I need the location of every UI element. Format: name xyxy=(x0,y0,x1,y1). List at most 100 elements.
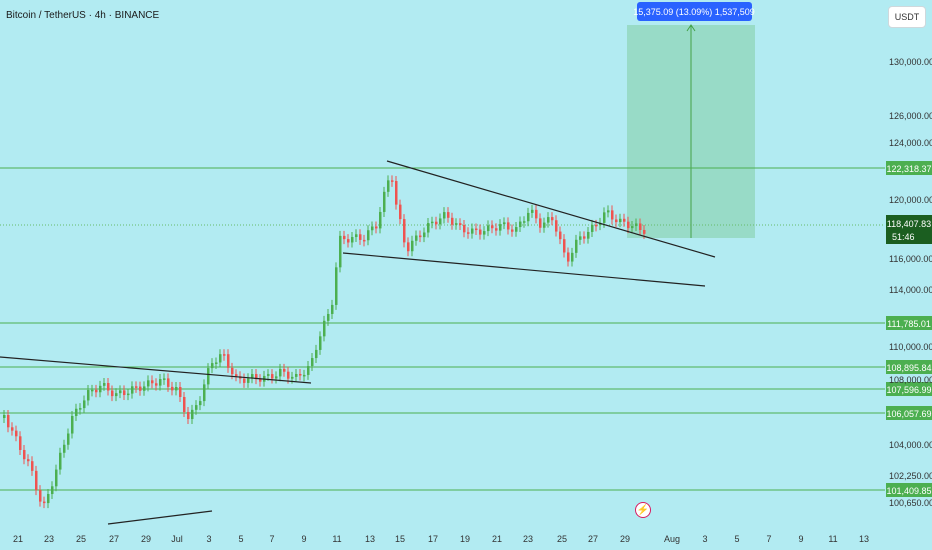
candle-body xyxy=(207,368,210,385)
candle-body xyxy=(379,211,382,229)
candle-body xyxy=(603,212,606,223)
price-tick-label: 116,000.00 xyxy=(889,254,932,264)
candle-body xyxy=(615,219,618,223)
price-tick-label: 130,000.00 xyxy=(889,57,932,67)
candle-body xyxy=(543,222,546,228)
candle-body xyxy=(339,235,342,268)
candle-body xyxy=(495,228,498,231)
candle-body xyxy=(127,393,130,396)
measure-badge xyxy=(637,2,752,21)
candle-body xyxy=(219,354,222,363)
candle-body xyxy=(419,235,422,238)
old-trendline[interactable] xyxy=(0,356,312,384)
candle-body xyxy=(619,218,622,223)
candle-body xyxy=(191,409,194,420)
price-tick-label: 104,000.00 xyxy=(889,440,932,450)
candle-body xyxy=(587,231,590,239)
candle-body xyxy=(95,389,98,393)
candle-body xyxy=(147,380,150,387)
symbol-title[interactable]: Bitcoin / TetherUS · 4h · BINANCE xyxy=(6,10,160,21)
candle-body xyxy=(347,239,350,243)
candle-body xyxy=(287,371,290,379)
current-price-label: 118,407.83 xyxy=(887,219,931,229)
support-trendline[interactable] xyxy=(107,510,213,525)
candle-body xyxy=(203,384,206,402)
upper-trendline[interactable] xyxy=(386,160,716,258)
level-label-box xyxy=(886,406,932,420)
candle-body xyxy=(63,444,66,453)
candle-body xyxy=(47,494,50,504)
time-tick-label: 5 xyxy=(734,534,739,544)
candle-body xyxy=(567,252,570,262)
lightning-icon[interactable]: ⚡ xyxy=(635,502,651,518)
price-tick-label: 108,000.00 xyxy=(889,375,932,385)
time-tick-label: 21 xyxy=(492,534,502,544)
price-tick-label: 120,000.00 xyxy=(889,195,932,205)
candle-body xyxy=(447,212,450,218)
candle-body xyxy=(131,386,134,394)
price-tick-label: 124,000.00 xyxy=(889,138,932,148)
candle-body xyxy=(15,430,18,437)
candle-body xyxy=(503,222,506,225)
candle-body xyxy=(55,469,58,487)
price-tick-label: 126,000.00 xyxy=(889,111,932,121)
candle-body xyxy=(475,228,478,231)
candle-body xyxy=(315,349,318,359)
candle-body xyxy=(303,374,306,377)
candle-body xyxy=(491,225,494,229)
level-label: 111,785.01 xyxy=(887,319,931,329)
bar-countdown: 51:46 xyxy=(892,232,915,242)
candle-body xyxy=(527,212,530,222)
price-tick-label: 100,650.00 xyxy=(889,498,932,508)
time-tick-label: 21 xyxy=(13,534,23,544)
candle-body xyxy=(87,390,90,401)
candle-body xyxy=(487,225,490,232)
level-label-box xyxy=(886,316,932,330)
candle-body xyxy=(39,490,42,502)
time-tick-label: 11 xyxy=(828,534,837,544)
candle-body xyxy=(375,226,378,229)
lower-trendline[interactable] xyxy=(342,252,706,287)
candle-body xyxy=(251,374,254,379)
candle-body xyxy=(283,368,286,372)
candle-body xyxy=(467,232,470,234)
time-tick-label: 25 xyxy=(557,534,567,544)
level-label-box xyxy=(886,483,932,497)
candle-body xyxy=(407,242,410,252)
time-tick-label: 27 xyxy=(109,534,119,544)
candle-body xyxy=(343,235,346,240)
level-label: 101,409.85 xyxy=(886,486,931,496)
candle-body xyxy=(643,229,646,234)
candle-body xyxy=(267,374,270,376)
candle-body xyxy=(299,374,302,376)
candle-body xyxy=(119,390,122,394)
candle-body xyxy=(83,400,86,409)
candle-body xyxy=(411,240,414,252)
candle-body xyxy=(331,304,334,314)
time-tick-label: 29 xyxy=(620,534,630,544)
candle-body xyxy=(531,209,534,213)
candle-body xyxy=(199,401,202,406)
candle-body xyxy=(19,436,22,450)
candle-body xyxy=(143,386,146,391)
candle-body xyxy=(179,387,182,397)
time-tick-label: 3 xyxy=(206,534,211,544)
time-tick-label: 27 xyxy=(588,534,598,544)
candle-body xyxy=(539,218,542,228)
time-tick-label: 29 xyxy=(141,534,151,544)
candle-body xyxy=(611,210,614,220)
candle-body xyxy=(171,386,174,391)
candle-body xyxy=(427,223,430,233)
candle-body xyxy=(359,234,362,240)
candle-body xyxy=(319,336,322,350)
candle-body xyxy=(215,362,218,364)
candle-body xyxy=(403,219,406,243)
measure-arrow-head xyxy=(686,24,696,32)
time-tick-label: Aug xyxy=(664,534,680,544)
candle-body xyxy=(183,396,186,413)
candle-body xyxy=(159,379,162,386)
currency-toggle-button[interactable]: USDT xyxy=(888,6,926,28)
candle-body xyxy=(551,217,554,221)
